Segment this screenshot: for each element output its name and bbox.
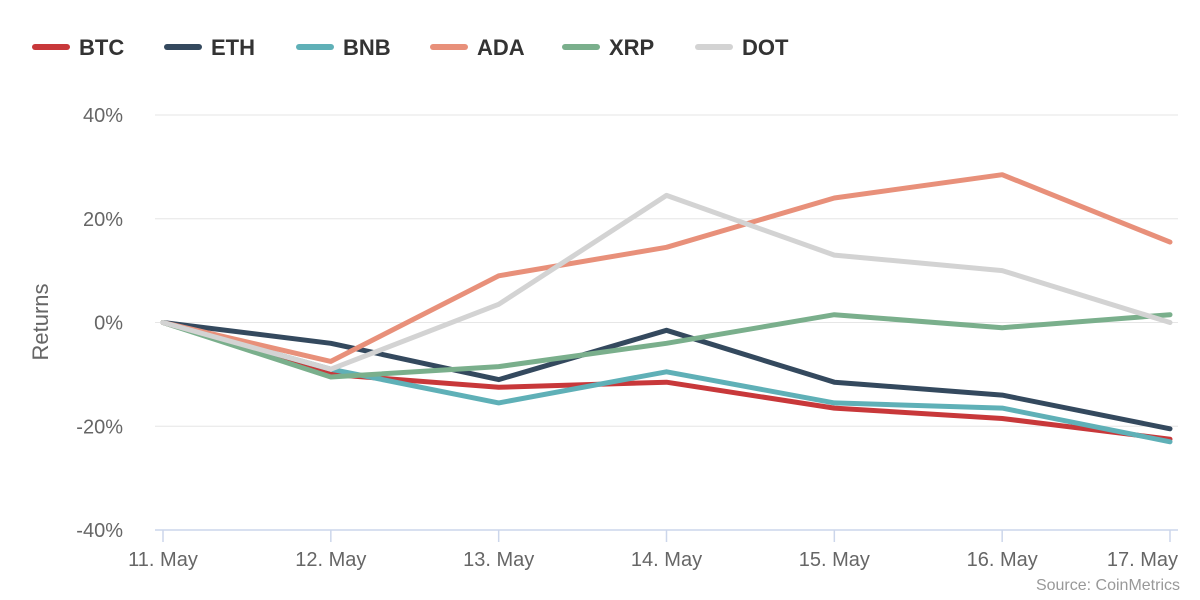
legend-label-ada: ADA — [477, 35, 525, 60]
x-tick-label: 16. May — [967, 549, 1038, 571]
legend-item-dot[interactable]: DOT — [695, 35, 789, 60]
legend-item-xrp[interactable]: XRP — [562, 35, 654, 60]
legend-label-eth: ETH — [211, 35, 255, 60]
grid-lines — [155, 114, 1178, 427]
series-line-ada[interactable] — [160, 172, 1173, 364]
y-tick-label: 0% — [94, 313, 123, 335]
x-axis: 11. May 12. May 13. May 14. May 15. May 16. M… — [128, 529, 1178, 571]
y-tick-label: 40% — [83, 105, 123, 127]
y-tick-label: -20% — [76, 416, 123, 438]
x-tick-label: 15. May — [799, 549, 870, 571]
legend-item-eth[interactable]: ETH — [164, 35, 255, 60]
x-tick-label: 12. May — [295, 549, 366, 571]
y-tick-label: 20% — [83, 209, 123, 231]
series-line-eth[interactable] — [160, 320, 1173, 432]
x-tick-label: 14. May — [631, 549, 702, 571]
legend-item-btc[interactable]: BTC — [32, 35, 124, 60]
y-axis-title: Returns — [28, 283, 53, 360]
legend-item-ada[interactable]: ADA — [430, 35, 525, 60]
legend-label-bnb: BNB — [343, 35, 391, 60]
series-line-xrp[interactable] — [160, 312, 1173, 380]
source-label: Source: CoinMetrics — [1036, 577, 1180, 594]
legend-item-bnb[interactable]: BNB — [296, 35, 391, 60]
y-tick-label: -40% — [76, 520, 123, 542]
series-lines — [160, 172, 1173, 445]
x-tick-label: 17. May — [1107, 549, 1178, 571]
series-line-dot[interactable] — [160, 192, 1173, 372]
x-tick-label: 11. May — [128, 549, 198, 571]
legend: BTC ETH BNB ADA XRP DOT — [32, 35, 789, 60]
legend-label-xrp: XRP — [609, 35, 654, 60]
y-axis-ticks: -40% -20% 0% 20% 40% — [76, 105, 123, 542]
legend-label-btc: BTC — [79, 35, 124, 60]
x-tick-label: 13. May — [463, 549, 534, 571]
legend-label-dot: DOT — [742, 35, 789, 60]
